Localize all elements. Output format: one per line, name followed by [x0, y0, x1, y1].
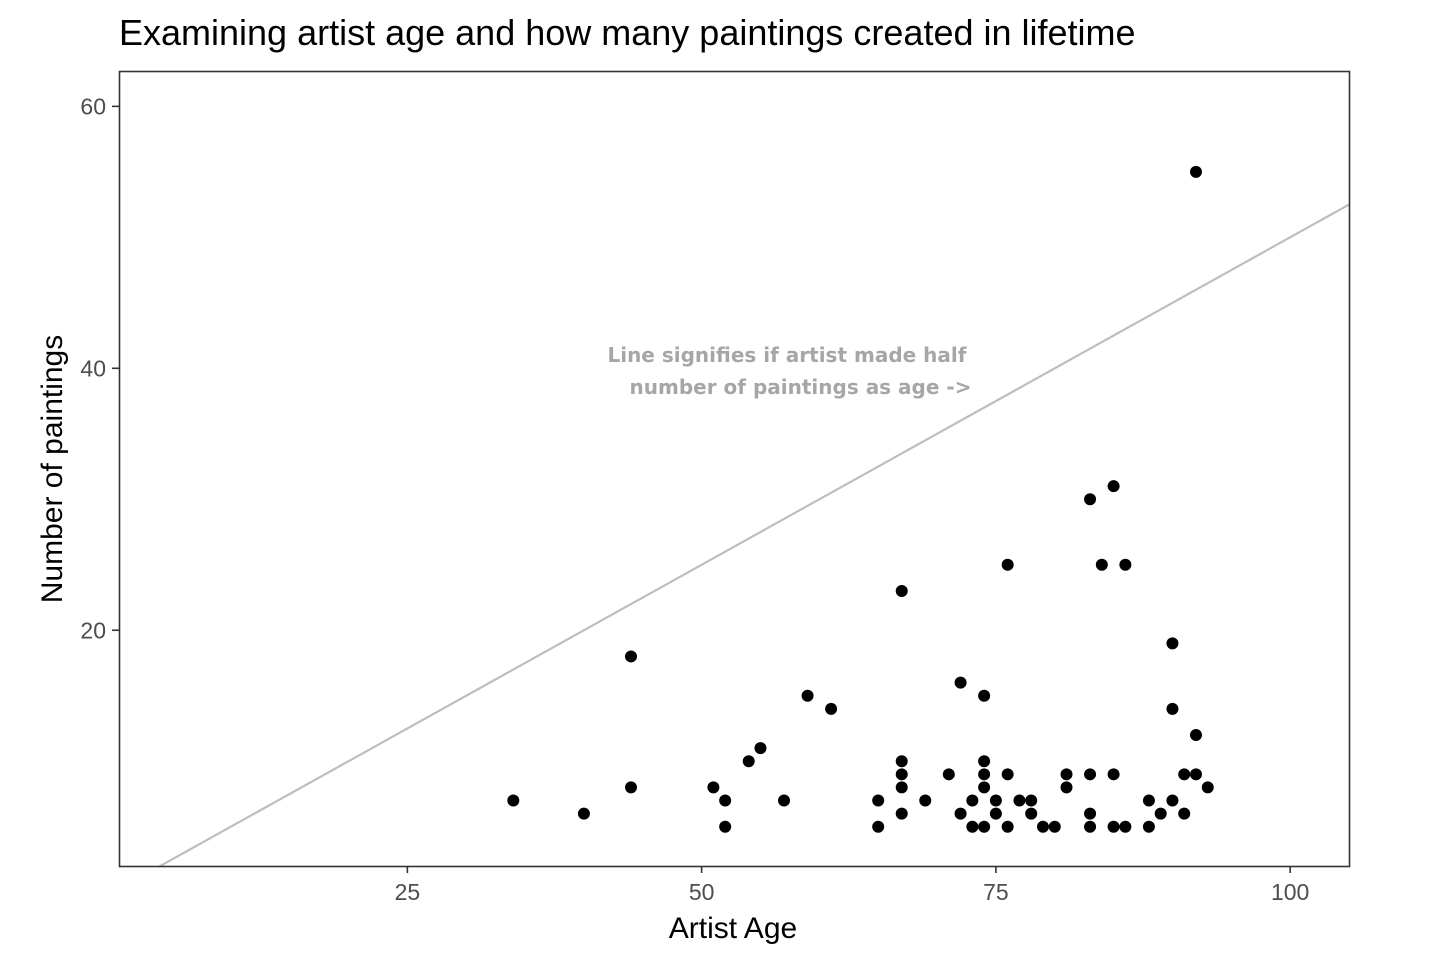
chart-title: Examining artist age and how many painti… — [119, 12, 1136, 53]
data-point — [1084, 807, 1097, 820]
data-point — [1166, 637, 1179, 650]
data-point — [1178, 807, 1191, 820]
x-tick-label: 75 — [983, 879, 1009, 905]
data-point — [1095, 558, 1108, 571]
data-point — [825, 702, 838, 715]
data-point — [1119, 820, 1132, 833]
data-point — [895, 768, 908, 781]
data-point — [1166, 794, 1179, 807]
data-point — [577, 807, 590, 820]
data-point — [978, 755, 991, 768]
y-tick-label: 20 — [80, 617, 106, 643]
data-point — [872, 820, 885, 833]
data-point — [989, 794, 1002, 807]
data-point — [1001, 768, 1014, 781]
data-point — [1048, 820, 1061, 833]
data-point — [1189, 768, 1202, 781]
data-point — [942, 768, 955, 781]
data-point — [895, 807, 908, 820]
data-point — [1107, 480, 1120, 493]
data-point — [978, 768, 991, 781]
panel-border — [118, 70, 1351, 868]
data-point — [895, 584, 908, 597]
data-point — [966, 794, 979, 807]
data-point — [1166, 702, 1179, 715]
data-point — [895, 781, 908, 794]
data-point — [978, 820, 991, 833]
annotation-line: Line signifies if artist made half — [607, 343, 966, 367]
data-point — [1189, 165, 1202, 178]
data-point — [707, 781, 720, 794]
data-point — [895, 755, 908, 768]
data-point — [978, 689, 991, 702]
data-point — [1189, 729, 1202, 742]
data-point — [801, 689, 814, 702]
data-point — [954, 676, 967, 689]
data-point — [1036, 820, 1049, 833]
data-point — [1084, 768, 1097, 781]
data-point — [1001, 820, 1014, 833]
data-point — [625, 650, 638, 663]
data-point — [754, 742, 767, 755]
data-point — [1107, 820, 1120, 833]
annotation-line: number of paintings as age -> — [630, 375, 972, 399]
plot-area: Line signifies if artist made half number… — [80, 70, 1351, 905]
data-point — [1107, 768, 1120, 781]
data-point — [989, 807, 1002, 820]
y-tick-label: 60 — [80, 93, 106, 119]
data-point — [719, 794, 732, 807]
data-point — [954, 807, 967, 820]
data-point — [978, 781, 991, 794]
x-axis-title: Artist Age — [669, 912, 797, 945]
data-point — [1142, 794, 1155, 807]
y-tick-label: 40 — [80, 355, 106, 381]
data-point — [919, 794, 932, 807]
x-tick-label: 25 — [395, 879, 421, 905]
data-point — [1060, 781, 1073, 794]
x-tick-label: 50 — [689, 879, 715, 905]
data-point — [1084, 820, 1097, 833]
data-point — [1178, 768, 1191, 781]
reference-line — [157, 203, 1349, 866]
data-point — [719, 820, 732, 833]
data-point — [1154, 807, 1167, 820]
data-point — [1025, 807, 1038, 820]
data-point — [1201, 781, 1214, 794]
data-point — [742, 755, 755, 768]
data-point — [1060, 768, 1073, 781]
data-point — [872, 794, 885, 807]
data-point — [1084, 493, 1097, 506]
data-point — [1142, 820, 1155, 833]
y-axis-title: Number of paintings — [36, 335, 69, 603]
data-point — [507, 794, 520, 807]
data-point — [1013, 794, 1026, 807]
data-point — [1001, 558, 1014, 571]
x-tick-label: 100 — [1271, 879, 1309, 905]
annotation-text: Line signifies if artist made half number… — [607, 343, 971, 399]
data-point — [966, 820, 979, 833]
data-point — [1119, 558, 1132, 571]
data-point — [625, 781, 638, 794]
data-point — [1025, 794, 1038, 807]
data-point — [778, 794, 791, 807]
